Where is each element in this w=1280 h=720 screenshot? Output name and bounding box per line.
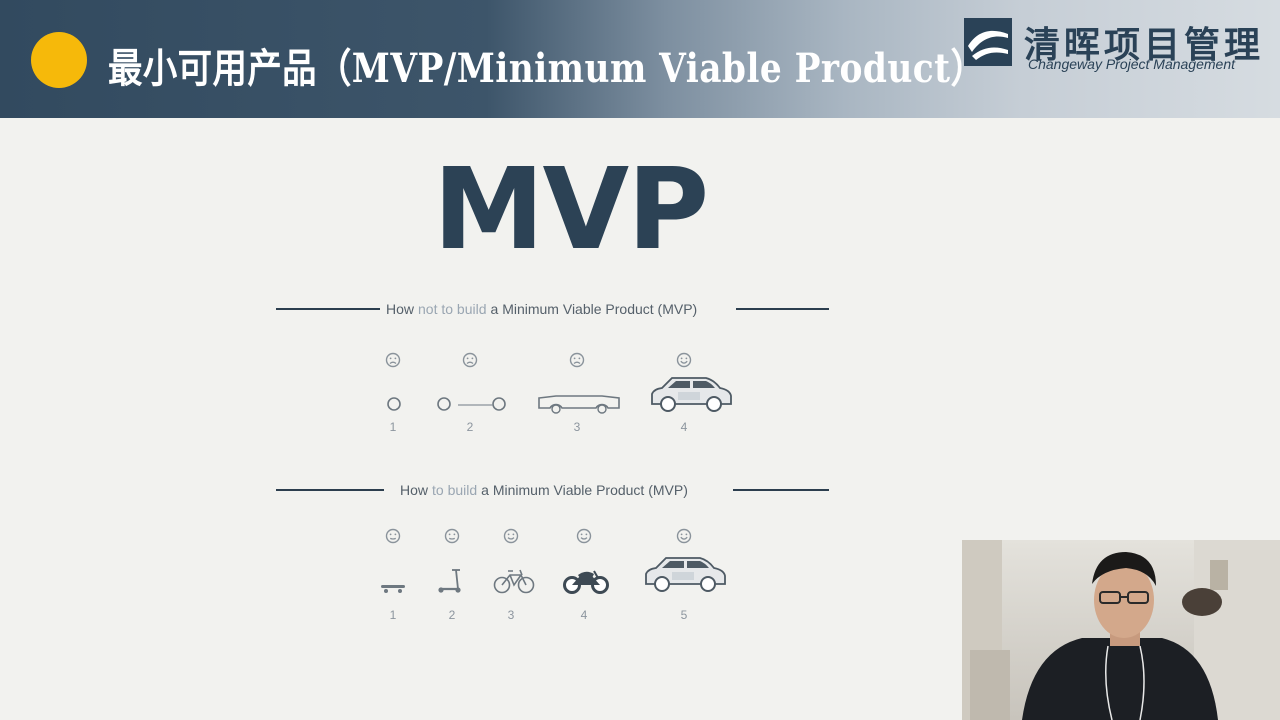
brand-subtitle: Changeway Project Management [1028,56,1236,72]
right-row-line-left [276,489,384,491]
happy-face-icon [676,352,692,368]
right-step-4-label: 4 [580,608,588,622]
right-heading-suffix: a Minimum Viable Product (MVP) [481,482,688,498]
axle-icon [437,397,506,411]
header-bar: 最小可用产品（MVP/Minimum Viable Product） 清晖项目管… [0,0,1280,118]
skateboard-icon [381,585,405,593]
sad-face-icon [462,352,478,368]
car-icon [651,377,732,412]
car-icon [645,557,726,592]
header-accent-dot [31,32,87,88]
wrong-row-line-left [276,308,380,310]
sad-face-icon [385,352,401,368]
sad-face-icon [569,352,585,368]
mvp-title: MVP [433,145,709,275]
page-title: 最小可用产品（MVP/Minimum Viable Product） [108,45,986,92]
wrong-step-2-label: 2 [466,420,474,434]
wrong-heading-highlight: not to build [418,301,487,317]
right-step-5-label: 5 [680,608,688,622]
right-step-2-label: 2 [448,608,456,622]
right-heading-prefix: How [400,482,429,498]
presenter-video-feed [962,540,1280,720]
wrong-row-line-right [736,308,829,310]
right-row-line-right [733,489,829,491]
wheel-icon [387,397,401,411]
wrong-heading-prefix: How [386,301,415,317]
scooter-icon [438,569,461,593]
wrong-row-heading: How not to build a Minimum Viable Produc… [386,299,697,319]
right-step-1-label: 1 [389,608,397,622]
wrong-step-4-label: 4 [680,420,688,434]
right-row-heading: How to build a Minimum Viable Product (M… [400,480,688,500]
wrong-step-3-label: 3 [573,420,581,434]
presenter-silhouette-icon [962,540,1280,720]
neutral-face-icon [385,528,401,544]
wrong-step-1-label: 1 [389,420,397,434]
wrong-heading-suffix: a Minimum Viable Product (MVP) [490,301,698,317]
brand-name: 清晖项目管理 [1024,25,1265,66]
right-step-3-label: 3 [507,608,515,622]
smile-face-icon [503,528,519,544]
bicycle-icon [493,569,535,594]
brand-block: 清晖项目管理 Changeway Project Management [962,12,1272,76]
changeway-logo-icon [964,18,1012,66]
car-body-icon [538,395,620,414]
motorcycle-icon [563,570,609,594]
neutral-face-icon [444,528,460,544]
smile-face-icon [576,528,592,544]
right-heading-highlight: to build [432,482,478,498]
happy-face-icon [676,528,692,544]
